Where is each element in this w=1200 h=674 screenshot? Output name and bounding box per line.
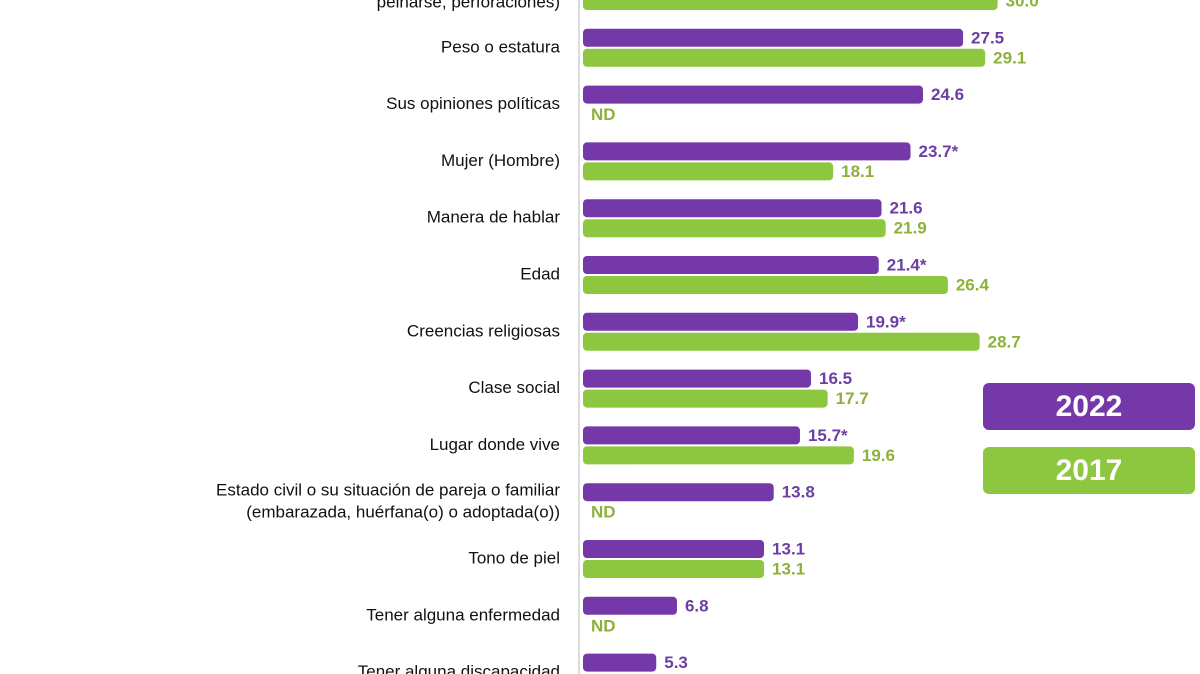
legend-swatch — [983, 447, 1195, 494]
category-label: Sus opiniones políticas — [386, 94, 560, 113]
value-label: 15.7* — [808, 426, 848, 445]
value-label: 13.1 — [772, 559, 805, 578]
bar — [583, 332, 980, 351]
bar — [583, 560, 765, 578]
value-label: 5.3 — [664, 653, 688, 672]
value-label: 26.4 — [956, 275, 990, 294]
category-label: Manera de hablar — [427, 208, 561, 227]
category-label: Lugar donde vive — [430, 435, 560, 454]
value-label: 29.1 — [993, 48, 1026, 67]
category-label: Tono de piel — [468, 548, 560, 567]
value-label: 24.6 — [931, 85, 964, 104]
bar — [583, 653, 657, 672]
bar — [583, 85, 923, 104]
value-label: 18.1 — [841, 162, 874, 181]
value-label: 19.9* — [866, 312, 906, 331]
value-label: 28.7 — [988, 332, 1021, 351]
bar — [583, 426, 800, 445]
bar — [583, 369, 812, 388]
value-label: 27.5 — [971, 28, 1004, 47]
category-label: Peso o estatura — [441, 37, 561, 56]
bar — [583, 446, 854, 465]
value-label: ND — [591, 503, 616, 522]
bar — [583, 276, 948, 294]
legend-label: 2017 — [1056, 454, 1123, 487]
bar — [583, 0, 998, 10]
bar — [583, 28, 964, 47]
value-label: 19.6 — [862, 446, 895, 465]
bar — [583, 142, 911, 161]
value-label: 21.9 — [894, 219, 927, 238]
value-label: 21.4* — [887, 255, 927, 274]
bar — [583, 540, 765, 558]
category-label: Edad — [520, 264, 560, 283]
value-label: 13.1 — [772, 539, 805, 558]
category-label: Mujer (Hombre) — [441, 151, 560, 170]
category-label: Estado civil o su situación de pareja o … — [216, 481, 560, 500]
value-label: ND — [591, 616, 616, 635]
category-label: Creencias religiosas — [407, 321, 560, 340]
category-label: peinarse, perforaciones) — [377, 0, 560, 11]
bar — [583, 389, 828, 408]
category-label: Clase social — [468, 378, 560, 397]
category-label: Tener alguna discapacidad — [358, 662, 560, 674]
value-label: 23.7* — [919, 142, 959, 161]
bar — [583, 162, 834, 181]
value-label: 13.8 — [782, 483, 815, 502]
legend-swatch — [983, 383, 1195, 430]
bar — [583, 312, 859, 331]
bar — [583, 483, 774, 502]
value-label: 21.6 — [890, 199, 923, 218]
legend-label: 2022 — [1056, 390, 1123, 423]
value-label: 30.0 — [1006, 0, 1039, 10]
bar — [583, 199, 882, 218]
bar — [583, 596, 677, 615]
category-label: (embarazada, huérfana(o) o adoptada(o)) — [246, 503, 560, 522]
bar — [583, 48, 986, 67]
bar — [583, 219, 886, 238]
value-label: ND — [591, 105, 616, 124]
value-label: 16.5 — [819, 369, 852, 388]
value-label: 17.7 — [836, 389, 869, 408]
category-label: Tener alguna enfermedad — [366, 605, 560, 624]
value-label: 6.8 — [685, 596, 709, 615]
bar — [583, 256, 879, 274]
